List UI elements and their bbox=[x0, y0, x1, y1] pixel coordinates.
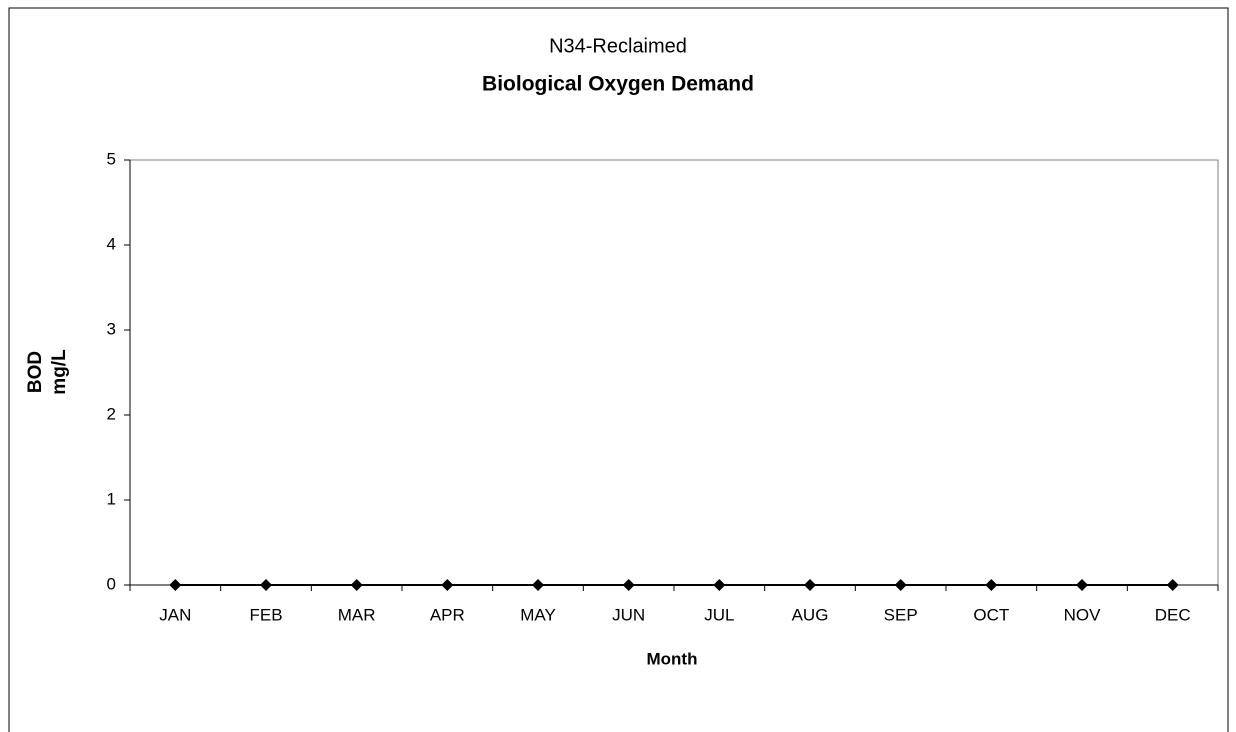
marker bbox=[804, 579, 816, 591]
y-tick-label: 3 bbox=[107, 319, 116, 338]
marker bbox=[985, 579, 998, 591]
chart-title: N34-Reclaimed bbox=[549, 35, 687, 57]
plot-area bbox=[129, 159, 1219, 586]
marker bbox=[441, 579, 454, 591]
x-tick-label: DEC bbox=[1155, 605, 1191, 624]
x-tick-label: MAY bbox=[520, 605, 556, 624]
x-tick-label: APR bbox=[430, 605, 465, 624]
y-tick-label: 1 bbox=[107, 489, 116, 508]
marker bbox=[894, 579, 907, 591]
marker bbox=[532, 579, 544, 591]
chart-subtitle: Biological Oxygen Demand bbox=[482, 73, 754, 96]
marker bbox=[1166, 579, 1179, 591]
x-tick-label: NOV bbox=[1064, 605, 1102, 624]
y-tick-label: 4 bbox=[107, 234, 116, 253]
x-tick-label: FEB bbox=[249, 605, 282, 624]
x-tick-label: OCT bbox=[973, 605, 1009, 624]
x-tick-label: MAR bbox=[338, 605, 376, 624]
y-axis-label-line: mg/L bbox=[49, 349, 70, 395]
marker bbox=[350, 579, 363, 591]
y-axis-label-line: BOD bbox=[25, 351, 46, 393]
y-tick-label: 5 bbox=[107, 149, 116, 168]
marker bbox=[260, 579, 272, 591]
x-tick-label: JUL bbox=[704, 605, 734, 624]
y-axis-label: BOD mg/L bbox=[25, 349, 70, 395]
x-tick-label: JAN bbox=[159, 605, 191, 624]
marker bbox=[169, 579, 182, 591]
marker bbox=[622, 579, 635, 591]
y-tick-label: 2 bbox=[107, 404, 116, 423]
x-tick-label: SEP bbox=[884, 605, 918, 624]
marker bbox=[713, 579, 726, 591]
marker bbox=[1076, 579, 1088, 591]
x-tick-label: AUG bbox=[792, 605, 829, 624]
y-tick-label: 0 bbox=[107, 574, 116, 593]
x-axis-label: Month bbox=[647, 649, 698, 668]
x-tick-label: JUN bbox=[612, 605, 645, 624]
chart-frame bbox=[8, 7, 1229, 732]
